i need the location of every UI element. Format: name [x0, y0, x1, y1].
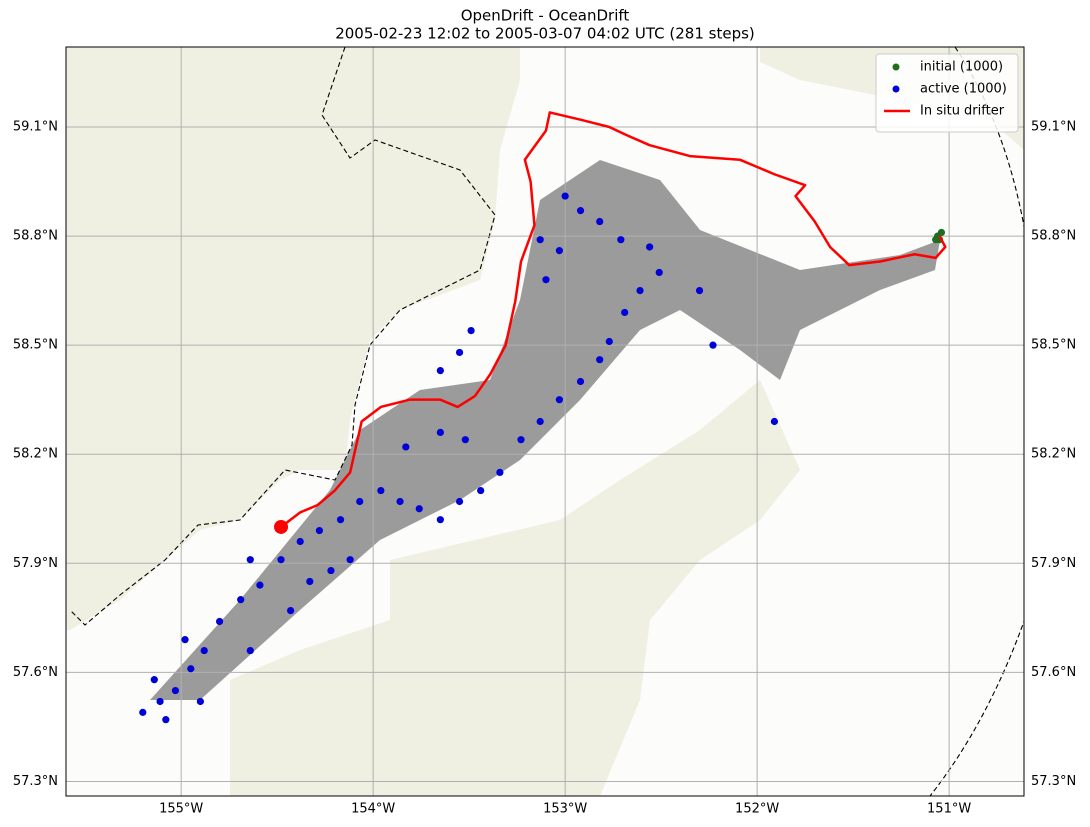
- y-tick-label: 57.6°N: [13, 665, 58, 680]
- particle: [467, 327, 475, 335]
- chart-title: OpenDrift - OceanDrift: [461, 7, 630, 25]
- y-tick-label-right: 57.9°N: [1031, 556, 1076, 571]
- particle: [536, 417, 544, 426]
- particle: [327, 566, 335, 575]
- particle: [296, 537, 304, 546]
- legend: initial (1000) active (1000) In situ drift…: [875, 53, 1019, 133]
- particle: [937, 228, 946, 237]
- particle: [436, 428, 444, 437]
- particle: [477, 486, 485, 495]
- particle: [655, 268, 663, 277]
- chart-subtitle: 2005-02-23 12:02 to 2005-03-07 04:02 UTC…: [335, 25, 755, 43]
- particle: [246, 646, 254, 655]
- particle: [171, 686, 180, 695]
- particle: [576, 377, 585, 386]
- particle: [461, 436, 469, 444]
- particle: [636, 287, 644, 295]
- particle: [596, 356, 604, 364]
- particle: [646, 243, 654, 251]
- x-tick-label: 151°W: [927, 802, 971, 817]
- marks: [139, 111, 947, 724]
- particle: [377, 486, 385, 495]
- legend-label: initial (1000): [920, 60, 1003, 75]
- particle: [709, 341, 717, 349]
- x-tick-label: 152°W: [735, 802, 779, 817]
- particle: [150, 676, 158, 684]
- particle: [139, 708, 147, 716]
- particle: [402, 443, 410, 451]
- particle: [306, 577, 314, 586]
- y-tick-label: 58.2°N: [13, 447, 58, 462]
- legend-label: In situ drifter: [920, 104, 1005, 119]
- particle: [181, 636, 189, 644]
- legend-box: [875, 53, 1019, 133]
- y-tick-label-right: 57.6°N: [1031, 665, 1076, 680]
- particle: [770, 417, 779, 426]
- particle: [336, 516, 345, 524]
- grid: [66, 47, 1024, 796]
- particle: [415, 505, 423, 513]
- particle: [346, 556, 354, 564]
- drifter-track: [280, 111, 947, 528]
- particle: [517, 436, 525, 444]
- particle: [555, 396, 563, 404]
- y-tick-label: 57.3°N: [13, 774, 58, 789]
- y-tick-label: 58.8°N: [13, 229, 58, 244]
- particle: [695, 287, 704, 295]
- particle: [555, 247, 563, 255]
- y-tick-label-right: 57.3°N: [1031, 774, 1076, 789]
- drifter-end-marker: [274, 519, 289, 534]
- particle: [246, 556, 254, 564]
- y-tick-label-right: 59.1°N: [1031, 119, 1076, 134]
- land-mainland: [66, 47, 520, 630]
- x-tick-label: 154°W: [351, 802, 395, 817]
- particle: [196, 697, 204, 706]
- particle: [621, 308, 629, 317]
- particle: [162, 716, 170, 724]
- y-tick-label-right: 58.2°N: [1031, 447, 1076, 462]
- particle: [396, 497, 404, 506]
- y-tick-label-right: 58.8°N: [1031, 229, 1076, 244]
- y-tick-label: 58.5°N: [13, 338, 58, 353]
- y-tick-label-right: 58.5°N: [1031, 338, 1076, 353]
- legend-swatch: [892, 63, 900, 71]
- x-tick-label: 153°W: [543, 802, 587, 817]
- y-tick-label: 57.9°N: [13, 556, 58, 571]
- particle: [356, 497, 364, 506]
- particle: [455, 497, 464, 506]
- particle: [315, 526, 324, 535]
- particle: [436, 366, 444, 375]
- land: [66, 47, 1024, 796]
- particle: [542, 276, 550, 284]
- particle: [561, 192, 569, 200]
- particle: [156, 697, 164, 706]
- particle: [436, 516, 444, 524]
- legend-label: active (1000): [920, 82, 1007, 97]
- boundary-line: [69, 47, 496, 626]
- particle: [596, 217, 604, 226]
- plot-frame: [65, 46, 1025, 797]
- particle: [256, 581, 264, 589]
- particle: [215, 617, 224, 626]
- particle: [287, 606, 295, 615]
- particle: [187, 665, 195, 673]
- particle: [237, 596, 245, 604]
- legend-swatch: [892, 85, 900, 93]
- particle: [536, 236, 544, 244]
- land-island: [230, 380, 800, 796]
- particle: [200, 646, 208, 655]
- x-tick-label: 155°W: [159, 802, 203, 817]
- trajectory-plume: [150, 160, 940, 700]
- particle: [455, 348, 464, 357]
- particle: [277, 556, 285, 564]
- particle: [496, 468, 504, 477]
- particle: [605, 337, 613, 346]
- y-tick-label: 59.1°N: [13, 119, 58, 134]
- particle: [617, 236, 625, 244]
- particle: [576, 207, 585, 215]
